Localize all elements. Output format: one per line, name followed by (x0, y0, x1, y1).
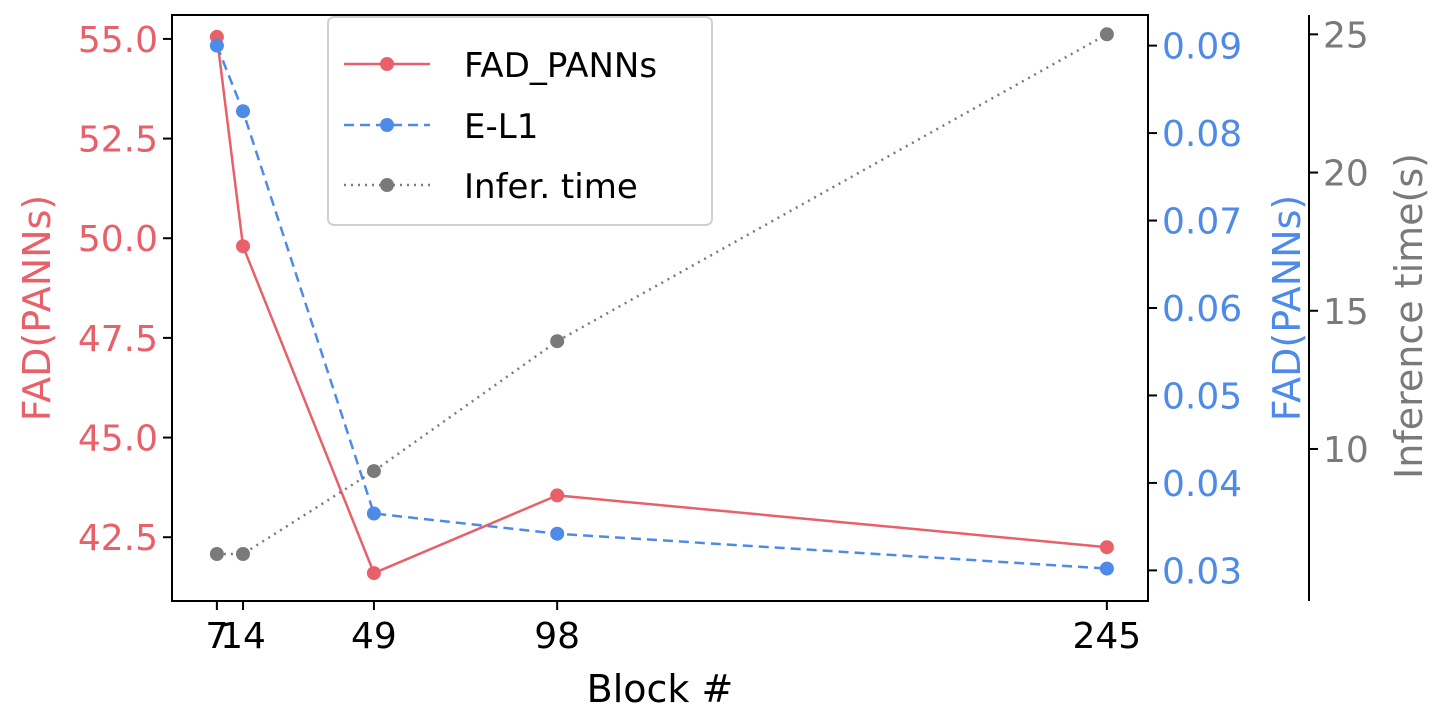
left-y-tick-label: 45.0 (78, 419, 158, 460)
data-point-e-l1 (366, 506, 381, 521)
legend-label-infer-time: Infer. time (464, 167, 638, 207)
data-point-e-l1 (209, 38, 224, 53)
data-point-e-l1 (1099, 561, 1114, 576)
right2-y-tick-label: 20 (1323, 154, 1369, 195)
legend-marker-e-l1 (380, 118, 394, 132)
right2-y-tick-label: 15 (1323, 292, 1369, 333)
data-point-fad-panns (550, 488, 565, 503)
legend-marker-fad-panns (380, 57, 394, 71)
data-point-infer-time (1099, 27, 1114, 42)
ticks-layer: 714 49 98 245 42.5 45.0 47.5 50.0 52.5 55.0 0.03 0.… (78, 15, 1369, 657)
left-y-tick-label: 50.0 (78, 219, 158, 260)
data-point-infer-time (550, 334, 565, 349)
x-tick-label: 98 (534, 616, 580, 657)
left-y-tick-label: 52.5 (78, 120, 158, 161)
left-y-tick-label: 42.5 (78, 518, 158, 559)
right-y-tick-label: 0.09 (1162, 27, 1242, 68)
legend-label-fad-panns: FAD_PANNs (464, 46, 657, 86)
data-point-fad-panns (236, 239, 250, 254)
data-point-infer-time (236, 547, 250, 561)
legend: FAD_PANNs E-L1 Infer. time (327, 16, 713, 226)
x-tick-label: 14 (220, 616, 266, 657)
x-axis-label: Block # (587, 667, 734, 711)
x-tick-label: 7 (205, 616, 228, 657)
data-point-e-l1 (550, 526, 565, 541)
right-y-tick-label: 0.04 (1162, 464, 1242, 505)
data-point-e-l1 (236, 104, 250, 119)
x-tick-label: 245 (1073, 616, 1142, 657)
left-y-axis-label: FAD(PANNs) (15, 195, 59, 421)
legend-frame (327, 16, 713, 226)
left-y-tick-label: 55.0 (78, 20, 158, 61)
x-tick-label: 49 (351, 616, 397, 657)
data-point-infer-time (209, 547, 224, 561)
series-layer (209, 27, 1114, 581)
right-y-tick-label: 0.03 (1162, 551, 1242, 592)
right-y-tick-label: 0.08 (1162, 114, 1242, 155)
data-point-fad-panns (1099, 540, 1114, 555)
legend-marker-infer-time (380, 178, 394, 192)
legend-label-e-l1: E-L1 (464, 107, 538, 147)
right-y-tick-label: 0.06 (1162, 289, 1242, 330)
right-y-axis-label: FAD(PANNs) (1265, 195, 1309, 421)
left-y-tick-label: 47.5 (78, 319, 158, 360)
right2-y-tick-label: 10 (1323, 430, 1369, 471)
right2-y-tick-label: 25 (1323, 15, 1369, 56)
data-point-infer-time (366, 464, 381, 479)
right-y-tick-label: 0.07 (1162, 202, 1242, 243)
right2-y-axis-label: Inference time(s) (1387, 153, 1431, 479)
data-point-fad-panns (366, 566, 381, 581)
right-y-tick-label: 0.05 (1162, 376, 1242, 417)
